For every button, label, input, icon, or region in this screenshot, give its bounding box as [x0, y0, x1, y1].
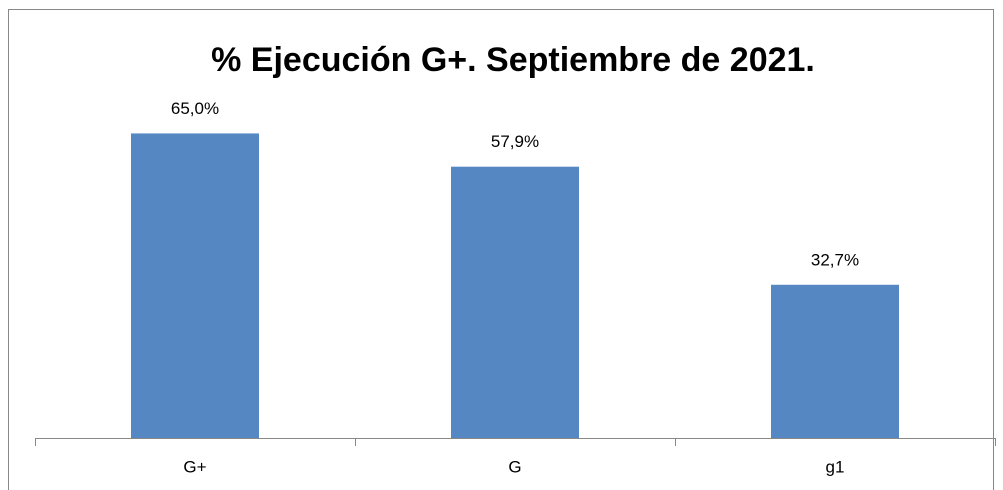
bar: [131, 133, 259, 438]
data-label: 32,7%: [811, 250, 859, 269]
data-label: 57,9%: [491, 132, 539, 151]
x-tick-label: G: [508, 457, 521, 476]
chart-title: % Ejecución G+. Septiembre de 2021.: [211, 41, 815, 79]
x-tick-label: g1: [826, 457, 845, 476]
x-tick-label: G+: [183, 457, 206, 476]
bar: [771, 284, 899, 438]
data-label: 65,0%: [171, 99, 219, 118]
bar: [451, 166, 579, 438]
